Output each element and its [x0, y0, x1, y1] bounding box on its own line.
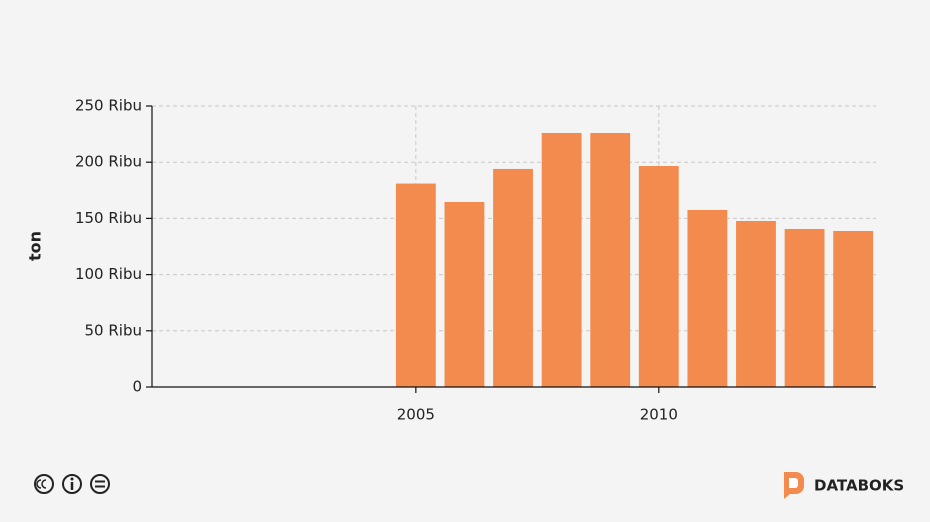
bar [687, 209, 728, 387]
y-tick-label: 0 [132, 378, 142, 396]
brand-logo-inner [789, 478, 798, 488]
y-tick-label: 150 Ribu [75, 209, 142, 227]
bar [541, 132, 582, 387]
y-tick-label: 200 Ribu [75, 153, 142, 171]
y-tick-label: 50 Ribu [85, 321, 142, 339]
bar [638, 166, 679, 387]
y-axis-label: ton [26, 231, 45, 261]
brand-name: DATABOKS [814, 477, 904, 495]
license-icons [34, 474, 110, 494]
bar [736, 220, 776, 387]
y-tick-label: 100 Ribu [75, 265, 142, 283]
bar [833, 230, 874, 387]
bar [395, 183, 436, 387]
y-tick-label: 250 Ribu [75, 97, 142, 115]
bar [493, 168, 533, 387]
bar [784, 228, 825, 387]
x-tick-label: 2010 [640, 406, 678, 424]
bar [590, 132, 631, 387]
bar [444, 201, 485, 387]
x-tick-label: 2005 [397, 406, 435, 424]
